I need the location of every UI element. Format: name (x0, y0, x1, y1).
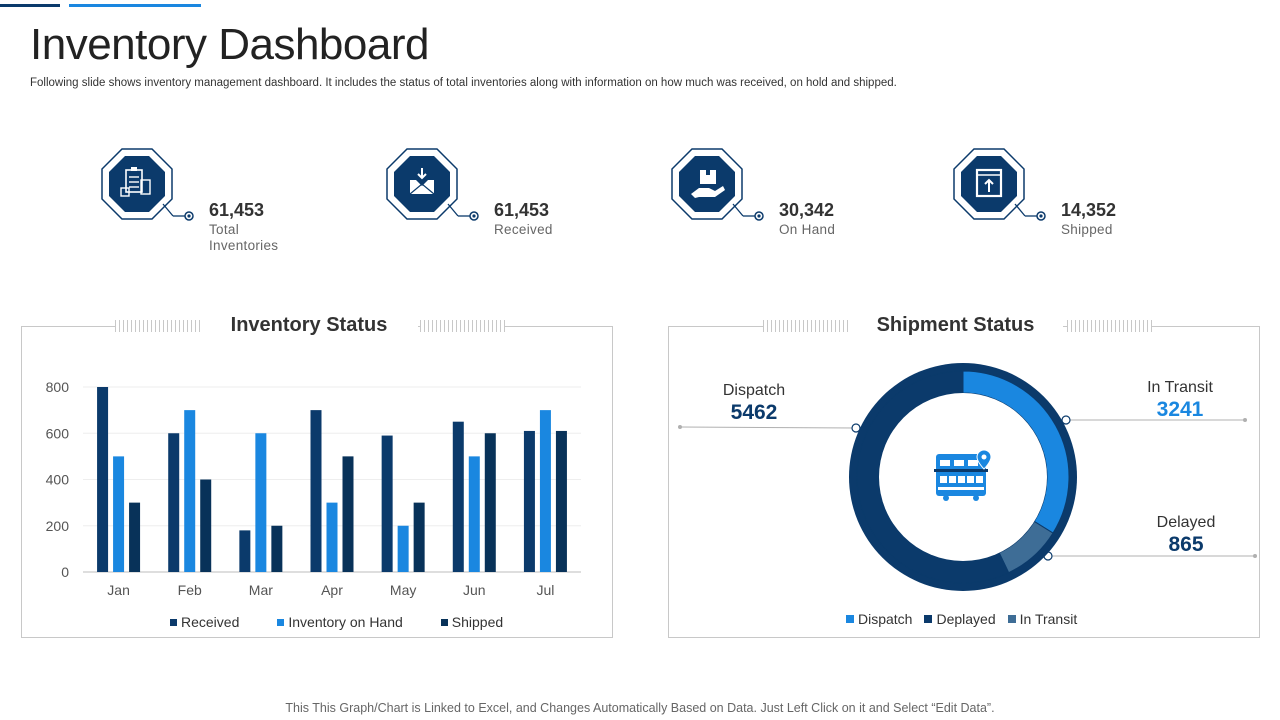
title-decoration (763, 320, 848, 332)
donut-legend: Dispatch Deplayed In Transit (846, 611, 1077, 627)
legend-swatch-received (170, 618, 177, 626)
title-decoration (1067, 320, 1152, 332)
connector-arrow-icon (732, 203, 764, 221)
bar-received[interactable] (523, 430, 535, 572)
y-tick-label: 200 (46, 518, 70, 534)
legend-label-in-transit: In Transit (1019, 611, 1078, 627)
footer-note: This This Graph/Chart is Linked to Excel… (285, 701, 995, 715)
kpi-value: 61,453 (494, 200, 550, 220)
legend-swatch-in-transit (1007, 615, 1016, 623)
bar-received[interactable] (239, 530, 251, 572)
shipment-donut-chart[interactable]: Dispatch 5462 In Transit 3241 Delayed 86… (668, 340, 1260, 610)
kpi-label: Shipped (1061, 222, 1113, 237)
y-tick-label: 600 (46, 425, 70, 441)
kpi-shipped: 14,352 Shipped (953, 148, 1203, 258)
connector-arrow-icon (162, 203, 194, 221)
package-hand-icon (671, 148, 743, 220)
connector-arrow-icon (1014, 203, 1046, 221)
x-tick-label: May (390, 582, 416, 598)
dispatch-label: Dispatch (723, 382, 785, 399)
connector-arrow-icon (447, 203, 479, 221)
legend-swatch-delayed (924, 615, 933, 623)
kpi-label: Received (494, 222, 553, 237)
bar-shipped[interactable] (271, 525, 283, 572)
bar-received[interactable] (97, 387, 109, 572)
bar-shipped[interactable] (129, 502, 141, 572)
bar-shipped[interactable] (413, 502, 425, 572)
shipment-status-title: Shipment Status (848, 314, 1063, 337)
y-tick-label: 800 (46, 379, 70, 395)
x-tick-label: Feb (178, 582, 202, 598)
x-tick-label: Mar (249, 582, 273, 598)
kpi-label: Total Inventories (209, 222, 279, 253)
bar-inventory-on-hand[interactable] (326, 502, 338, 572)
legend-label-dispatch: Dispatch (858, 611, 913, 627)
page-title: Inventory Dashboard (30, 20, 429, 69)
legend-label-on-hand: Inventory on Hand (288, 614, 403, 630)
kpi-received: 61,453 Received (386, 148, 636, 258)
x-tick-label: Jun (463, 582, 486, 598)
bar-inventory-on-hand[interactable] (539, 410, 551, 572)
bar-shipped[interactable] (342, 456, 354, 572)
bar-shipped[interactable] (200, 479, 212, 573)
kpi-label: On Hand (779, 222, 836, 237)
bar-inventory-on-hand[interactable] (255, 433, 267, 572)
bar-received[interactable] (452, 421, 464, 572)
title-decoration (420, 320, 505, 332)
in-transit-value: 3241 (1157, 398, 1204, 421)
in-transit-label: In Transit (1147, 379, 1213, 396)
delayed-label: Delayed (1157, 514, 1216, 531)
legend-label-shipped: Shipped (451, 614, 504, 630)
legend-swatch-shipped (440, 618, 448, 626)
clipboard-checklist-icon (101, 148, 173, 220)
bar-shipped[interactable] (484, 433, 496, 572)
kpi-value: 30,342 (779, 200, 835, 220)
bar-received[interactable] (310, 410, 322, 572)
inventory-bar-chart[interactable]: 0 200 400 600 800 Jan Feb Mar Apr May Jun Jul (21, 360, 613, 610)
box-upload-icon (953, 148, 1025, 220)
inventory-status-title: Inventory Status (200, 314, 418, 337)
kpi-value: 14,352 (1061, 200, 1117, 220)
kpi-total-inventories: 61,453 Total Inventories (101, 148, 351, 258)
bar-inventory-on-hand[interactable] (397, 525, 409, 572)
bar-inventory-on-hand[interactable] (468, 456, 480, 572)
top-accent-bar (0, 4, 60, 7)
title-decoration (115, 320, 200, 332)
bar-received[interactable] (381, 435, 393, 572)
dispatch-value: 5462 (731, 401, 778, 424)
legend-label-received: Received (181, 614, 240, 630)
bar-legend: Received Inventory on Hand Shipped (170, 614, 503, 630)
inbox-download-icon (386, 148, 458, 220)
legend-label-delayed: Deplayed (936, 611, 996, 627)
y-tick-label: 400 (46, 472, 70, 488)
bar-inventory-on-hand[interactable] (113, 456, 125, 572)
kpi-on-hand: 30,342 On Hand (671, 148, 921, 258)
page-subtitle: Following slide shows inventory manageme… (30, 77, 897, 89)
x-tick-label: Apr (321, 582, 343, 598)
kpi-value: 61,453 (209, 200, 265, 220)
legend-swatch-on-hand (277, 618, 285, 626)
x-tick-label: Jan (107, 582, 130, 598)
x-tick-label: Jul (536, 582, 554, 598)
delayed-value: 865 (1168, 533, 1203, 556)
bar-inventory-on-hand[interactable] (184, 410, 196, 572)
y-tick-label: 0 (61, 564, 69, 580)
bus-location-icon (934, 449, 992, 501)
bar-shipped[interactable] (555, 430, 567, 572)
bar-received[interactable] (168, 433, 180, 572)
legend-swatch-dispatch (846, 615, 854, 623)
top-accent-bar (69, 4, 201, 7)
